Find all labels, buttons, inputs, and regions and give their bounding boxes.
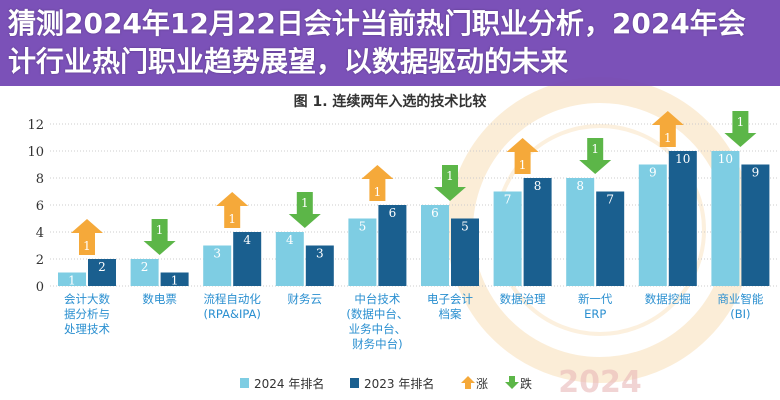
bar-value-label: 10 (718, 152, 733, 166)
legend-swatch (240, 378, 249, 388)
change-value: 1 (156, 223, 164, 237)
x-tick-label: ERP (584, 307, 606, 321)
bar-2023 (88, 259, 116, 286)
headline-banner: 猜测2024年12月22日会计当前热门职业分析，2024年会计行业热门职业趋势展… (0, 0, 780, 86)
x-tick-label: 中台技术 (354, 292, 400, 306)
bar-value-label: 9 (649, 166, 657, 180)
change-value: 1 (737, 115, 745, 129)
y-tick-label: 6 (36, 199, 44, 214)
chart-title: 图 1. 连续两年入选的技术比较 (294, 93, 487, 110)
bar-2023 (378, 205, 407, 286)
bar-value-label: 4 (286, 233, 294, 247)
x-tick-label: 财务云 (288, 292, 323, 306)
change-value: 1 (664, 131, 672, 145)
bar-value-label: 10 (675, 152, 690, 166)
bar-value-label: 8 (576, 179, 584, 193)
bar-2023 (160, 272, 189, 286)
bar-2023 (233, 232, 262, 286)
x-tick-label: (数据中台、 (346, 307, 408, 321)
bar-2024 (638, 164, 667, 286)
x-tick-label: 据分析与 (64, 307, 110, 321)
bar-value-label: 3 (213, 247, 221, 261)
y-tick-label: 0 (36, 280, 44, 295)
change-value: 1 (301, 196, 309, 210)
bar-2023 (523, 178, 552, 286)
bar-value-label: 2 (141, 260, 149, 274)
y-tick-label: 4 (36, 226, 44, 241)
bar-value-label: 5 (359, 220, 367, 234)
down-arrow-icon (434, 165, 466, 201)
x-tick-label: 档案 (439, 307, 462, 321)
headline: 猜测2024年12月22日会计当前热门职业分析，2024年会计行业热门职业趋势展… (8, 7, 746, 78)
bar-2023 (668, 151, 697, 286)
bar-value-label: 7 (504, 193, 512, 207)
change-value: 1 (83, 239, 91, 253)
y-tick-label: 10 (27, 145, 44, 160)
bar-2024 (711, 151, 740, 286)
legend-label: 2024 年排名 (254, 376, 324, 391)
bar-value-label: 8 (534, 179, 542, 193)
up-arrow-icon (461, 376, 475, 389)
bar-2024 (421, 205, 449, 286)
bar-2024 (58, 272, 86, 286)
x-tick-label: 流程自动化 (203, 292, 261, 306)
watermark-year: 2024 (558, 365, 642, 400)
bar-2024 (130, 259, 159, 286)
bar-value-label: 5 (461, 220, 469, 234)
bar-2023 (596, 191, 625, 286)
x-tick-label: 业务中台、 (349, 322, 407, 336)
x-tick-label: 会计大数 (64, 292, 110, 306)
x-tick-label: 数电票 (142, 292, 177, 306)
change-value: 1 (519, 158, 527, 172)
x-tick-label: 处理技术 (64, 322, 110, 336)
up-arrow-icon (651, 111, 684, 147)
x-tick-label: 商业智能 (717, 292, 763, 306)
down-arrow-icon (579, 138, 612, 174)
y-tick-label: 8 (36, 172, 44, 187)
up-arrow-icon (216, 192, 249, 228)
change-value: 1 (374, 185, 382, 199)
bar-value-label: 3 (316, 247, 324, 261)
x-tick-label: (BI) (730, 307, 750, 321)
x-tick-label: (RPA&IPA) (203, 307, 260, 321)
legend-label: 跌 (520, 376, 532, 391)
up-arrow-icon (361, 165, 394, 201)
up-arrow-icon (506, 138, 539, 174)
bar-value-label: 7 (606, 193, 614, 207)
bar-2024 (275, 232, 304, 286)
change-value: 1 (591, 142, 599, 156)
bar-2023 (451, 218, 479, 286)
bar-value-label: 6 (389, 206, 397, 220)
bar-2023 (741, 164, 770, 286)
down-arrow-icon (143, 219, 176, 255)
legend-swatch (350, 378, 359, 388)
down-arrow-icon (288, 192, 321, 228)
change-value: 1 (446, 169, 454, 183)
bar-value-label: 1 (68, 274, 76, 288)
x-tick-label: 电子会计 (427, 292, 473, 306)
bar-2024 (348, 218, 377, 286)
bar-value-label: 9 (752, 166, 760, 180)
bar-2024 (566, 178, 595, 286)
up-arrow-icon (71, 219, 103, 255)
x-tick-label: 数据治理 (500, 292, 546, 306)
bar-2024 (493, 191, 522, 286)
bar-value-label: 2 (98, 260, 106, 274)
down-arrow-icon (505, 376, 519, 389)
bar-2023 (305, 245, 334, 286)
y-tick-label: 2 (36, 253, 44, 268)
bar-2024 (203, 245, 232, 286)
x-tick-label: 新一代 (578, 292, 613, 306)
bar-value-label: 4 (243, 233, 251, 247)
x-tick-label: 财务中台) (352, 337, 403, 351)
legend-label: 2023 年排名 (364, 376, 434, 391)
x-tick-label: 数据挖掘 (645, 292, 691, 306)
legend-label: 涨 (476, 376, 488, 391)
bar-value-label: 6 (431, 206, 439, 220)
down-arrow-icon (724, 111, 757, 147)
y-tick-label: 12 (27, 118, 44, 133)
change-value: 1 (228, 212, 236, 226)
bar-value-label: 1 (171, 274, 179, 288)
